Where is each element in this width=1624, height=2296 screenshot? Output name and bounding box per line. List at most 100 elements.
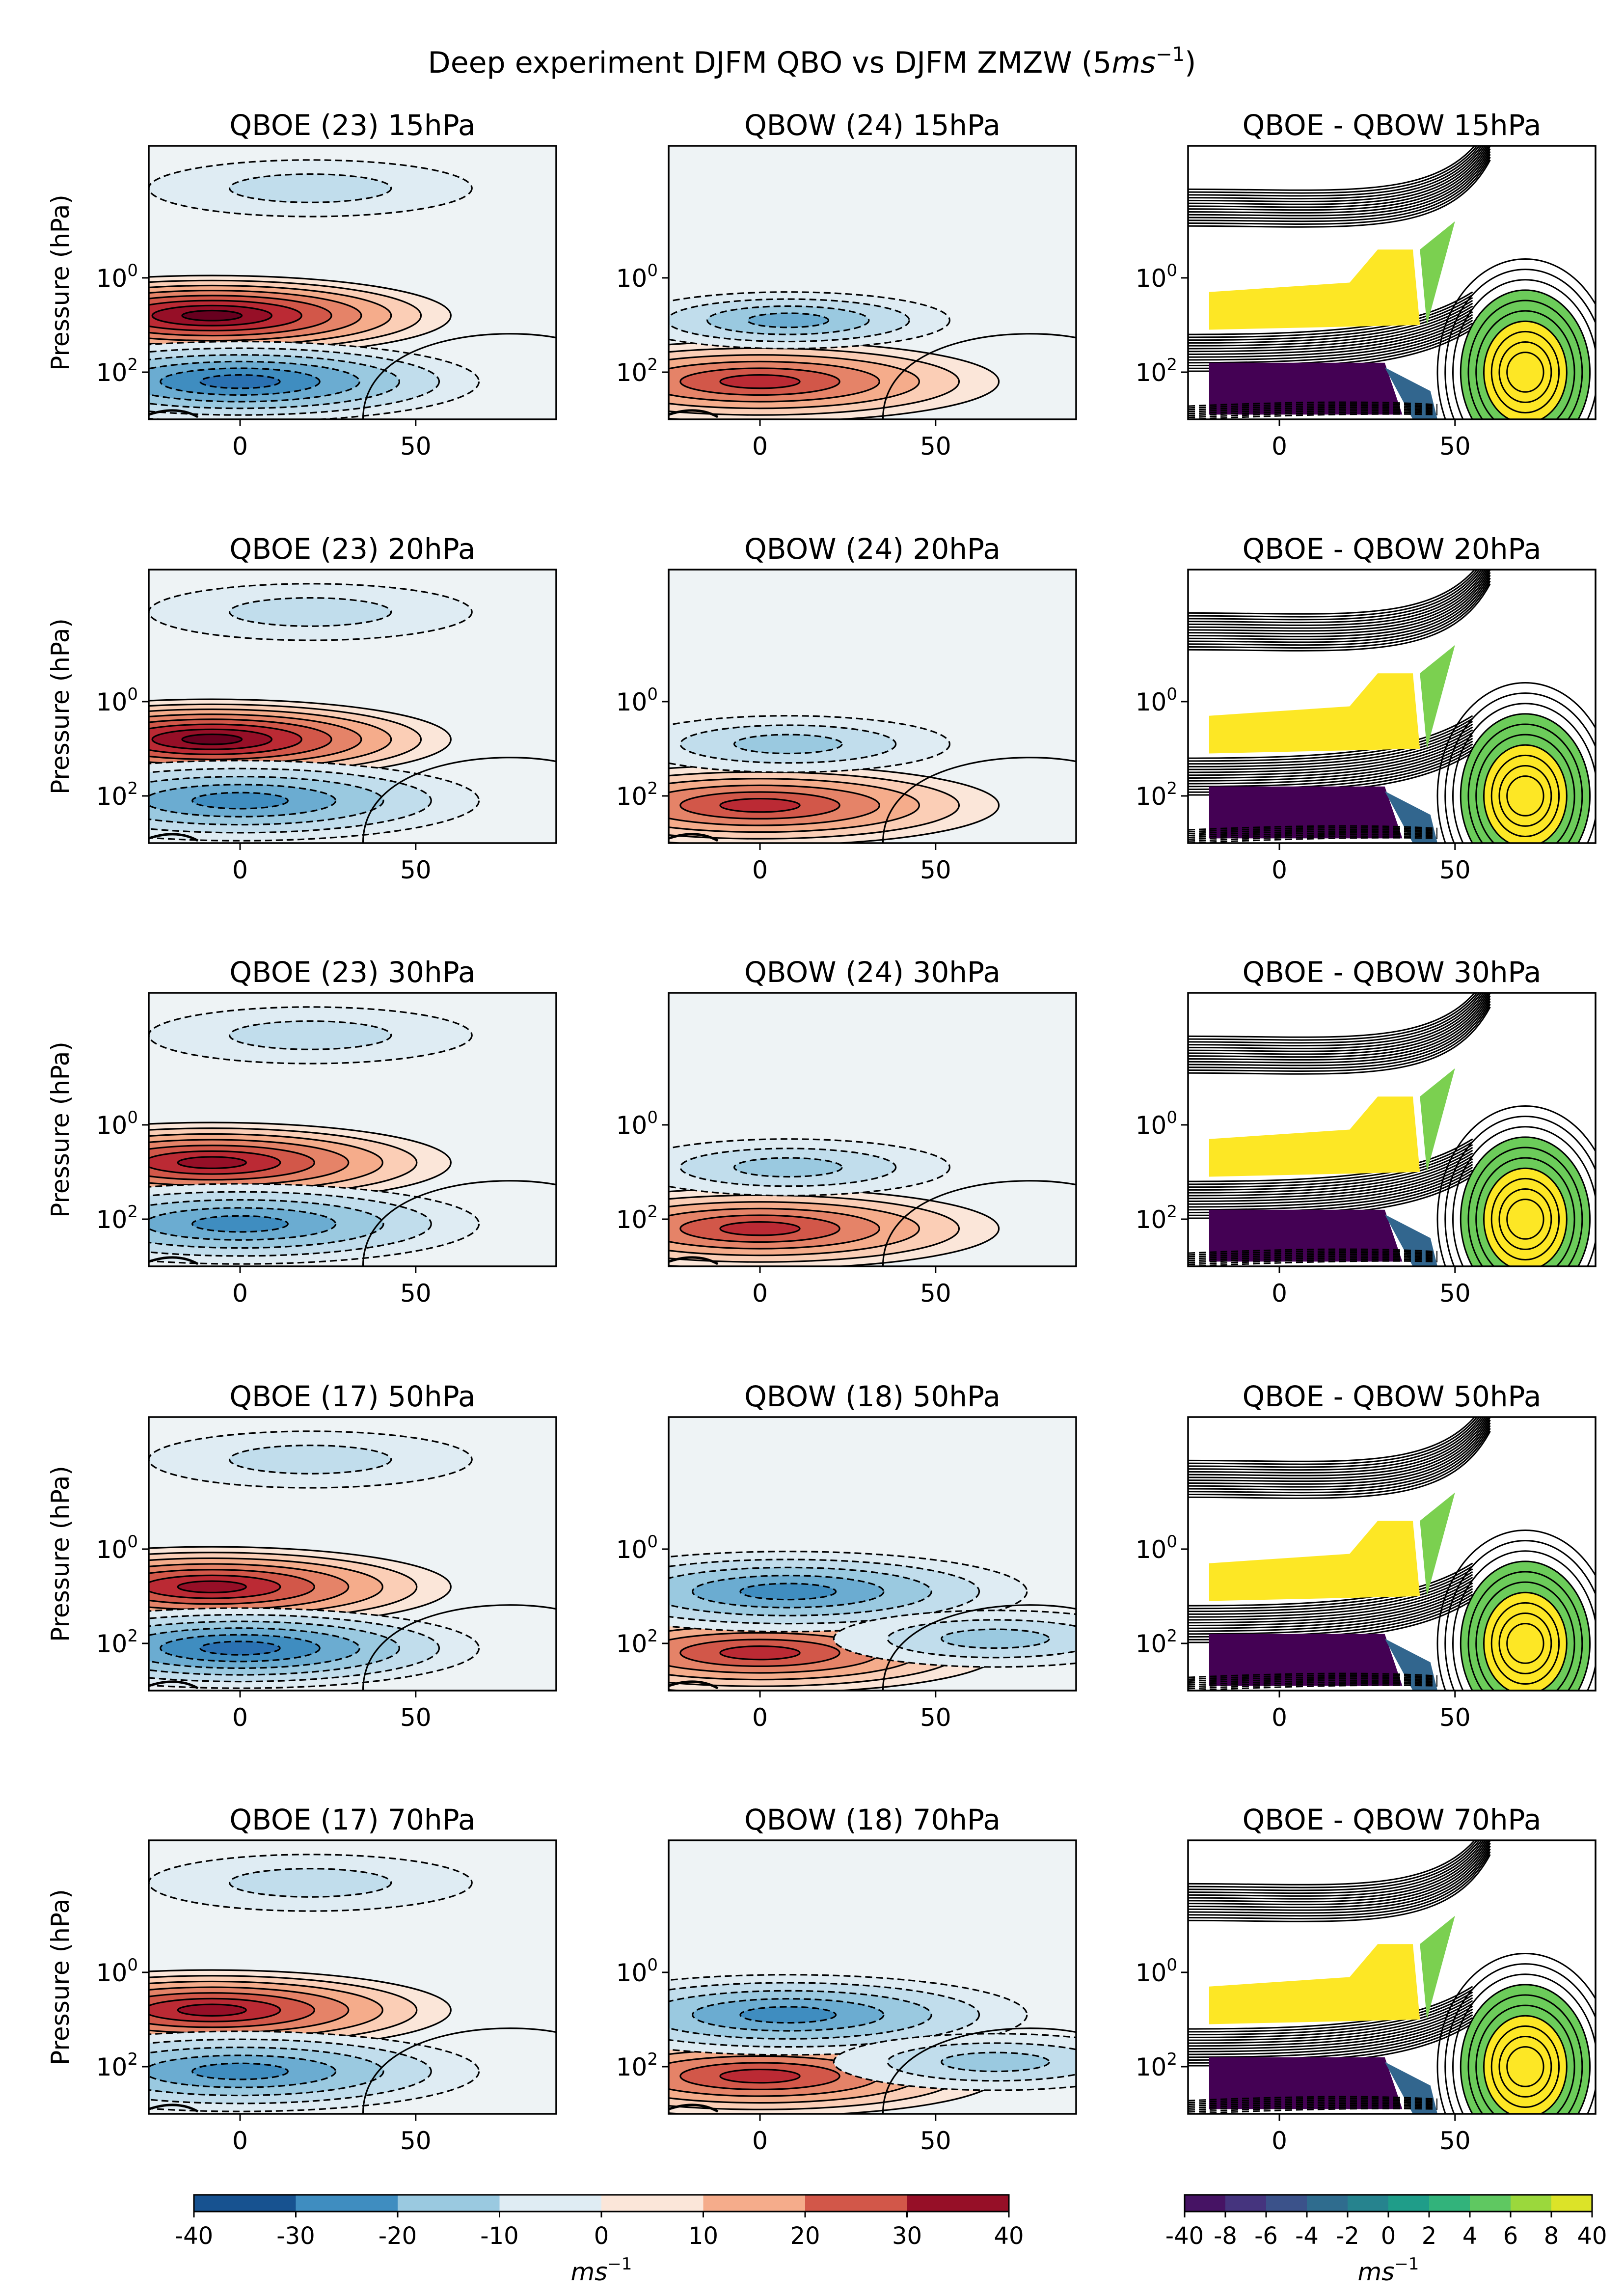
contour-line	[1188, 320, 1473, 364]
y-tick-label: 102	[96, 2050, 138, 2081]
zero-contour	[882, 757, 1076, 843]
panel-title: QBOE - QBOW 30hPa	[1243, 956, 1542, 989]
contour-line	[1188, 146, 1489, 211]
y-tick-label: 100	[616, 1532, 658, 1564]
contour-line	[1188, 297, 1473, 341]
positive-wind-lobe	[149, 698, 452, 780]
contour-line	[1188, 1417, 1481, 1468]
zero-contour	[362, 1180, 556, 1266]
negative-wind-lobe	[149, 1006, 473, 1065]
negative-wind-lobe	[149, 1854, 473, 1912]
panel-10: QBOE (17) 50hPa 0 50 100 102 Pressure (hPa)	[46, 1380, 557, 1732]
negative-wind-lobe	[149, 1607, 480, 1689]
contour-level	[199, 1640, 281, 1656]
x-tick-label: 50	[920, 1703, 951, 1732]
contour-line	[1188, 2106, 1438, 2113]
contour-line	[1188, 1854, 1491, 1922]
contour-line	[1188, 1851, 1491, 1919]
contour-line	[1188, 146, 1483, 200]
contour-line	[1188, 1158, 1473, 1202]
y-tick-label: 102	[1136, 779, 1177, 811]
axes-frame	[668, 1839, 1077, 2115]
contour-line	[1188, 1840, 1478, 1888]
contour-line	[1188, 729, 1473, 773]
contour-line	[1188, 2005, 1473, 2050]
y-tick-label: 102	[1136, 1202, 1177, 1234]
colorbar-segment	[1307, 2195, 1348, 2212]
contour-line	[1188, 1141, 1473, 1185]
contour-level	[1506, 352, 1544, 393]
colorbar-segment	[1551, 2195, 1593, 2212]
contour-line	[1188, 1425, 1491, 1494]
colorbar-segment	[296, 2195, 398, 2212]
panel-plot-area	[669, 1417, 1076, 1691]
panel-title: QBOE (17) 70hPa	[229, 1803, 475, 1836]
contour-line	[1188, 720, 1473, 765]
panel-plot-area	[149, 570, 556, 843]
contour-line	[1188, 1585, 1473, 1629]
filled-region	[1384, 2062, 1438, 2114]
x-tick-label: 50	[1439, 2127, 1471, 2155]
contour-line	[1188, 735, 1473, 779]
panel-plot-area	[1188, 1417, 1596, 1691]
contour-line	[1188, 1255, 1438, 1261]
contour-line	[1188, 723, 1473, 767]
x-tick-label: 0	[752, 1703, 768, 1732]
contour-line	[1188, 2104, 1438, 2111]
contour-level	[739, 1583, 837, 1601]
contour-line	[1188, 1155, 1473, 1200]
corner-contour	[149, 1256, 199, 1265]
contour-line	[1188, 2003, 1473, 2047]
contour-level	[719, 374, 801, 389]
positive-difference-region	[1436, 1953, 1596, 2114]
contour-line	[1188, 407, 1438, 413]
contour-line	[1188, 1248, 1438, 1254]
colorbar-tick-label: -8	[1214, 2222, 1237, 2250]
y-tick-label: 100	[616, 1955, 658, 1987]
x-tick-label: 0	[1272, 432, 1287, 461]
positive-difference-region	[1436, 1105, 1596, 1266]
zero-contour	[882, 1180, 1076, 1266]
filled-region	[1420, 1915, 1455, 2020]
contour-line	[1188, 993, 1478, 1041]
corner-contour	[149, 409, 199, 418]
panel-title: QBOW (18) 70hPa	[744, 1803, 1001, 1836]
colorbar-segment	[703, 2195, 806, 2212]
filled-region	[1420, 1068, 1455, 1172]
y-tick-label: 102	[96, 1202, 138, 1234]
contour-line	[1188, 1417, 1491, 1485]
x-tick-label: 50	[400, 1703, 432, 1732]
contour-line	[1188, 308, 1473, 353]
contour-level	[747, 312, 830, 328]
zero-contour	[882, 2027, 1076, 2114]
contour-line	[1188, 1144, 1473, 1188]
y-axis-label: Pressure (hPa)	[46, 1041, 75, 1218]
panel-7: QBOE (23) 30hPa 0 50 100 102 Pressure (hPa)	[46, 956, 557, 1308]
panel-title: QBOW (24) 30hPa	[744, 956, 1001, 989]
filled-region	[1384, 1639, 1438, 1691]
axes-frame	[148, 1839, 557, 2115]
x-tick-label: 0	[752, 2127, 768, 2155]
colorbar-segment	[1388, 2195, 1430, 2212]
y-tick-label: 102	[1136, 2050, 1177, 2081]
panel-plot-area	[1188, 570, 1596, 843]
filled-region	[1420, 221, 1455, 325]
zero-contour	[362, 757, 556, 843]
contour-line	[1188, 1588, 1473, 1632]
panel-plot-area	[1188, 1840, 1596, 2114]
contour-line	[1188, 570, 1491, 637]
contour-line	[1188, 157, 1491, 225]
zero-contour	[362, 333, 556, 419]
contour-line	[1188, 1001, 1491, 1069]
contour-level	[1444, 1963, 1596, 2114]
panel-title: QBOE (17) 50hPa	[229, 1380, 475, 1413]
colorbar-tick-label: -10	[480, 2222, 518, 2250]
corner-contour	[669, 2104, 719, 2113]
contour-line	[1188, 1147, 1473, 1191]
y-tick-label: 102	[1136, 355, 1177, 387]
contour-line	[1188, 2099, 1438, 2105]
contour-line	[1188, 1252, 1438, 1258]
contour-line	[1188, 743, 1473, 788]
y-tick-label: 102	[96, 1626, 138, 1658]
